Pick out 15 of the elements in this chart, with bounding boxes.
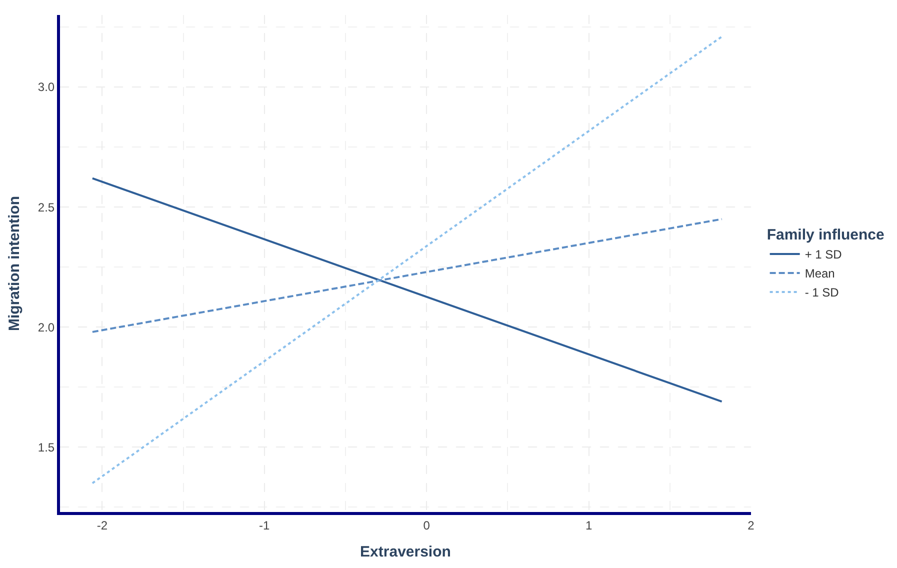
legend-title: Family influence [766, 226, 884, 244]
x-axis-title: Extraversion [360, 543, 451, 560]
y-tick-label: 3.0 [38, 80, 55, 94]
legend-label: Mean [804, 266, 835, 281]
x-tick-label: 0 [423, 518, 430, 532]
x-tick-label: -1 [259, 518, 270, 532]
legend-label: - 1 SD [804, 286, 840, 300]
x-tick-label: 2 [748, 518, 755, 532]
y-tick-label: 2.5 [38, 200, 55, 214]
x-tick-label: -2 [96, 518, 108, 532]
y-axis-title: Migration intention [6, 196, 24, 331]
legend-label: + 1 SD [804, 248, 842, 262]
x-tick-label: 1 [585, 518, 592, 532]
y-tick-label: 2.0 [38, 320, 55, 334]
y-tick-label: 1.5 [38, 440, 55, 454]
